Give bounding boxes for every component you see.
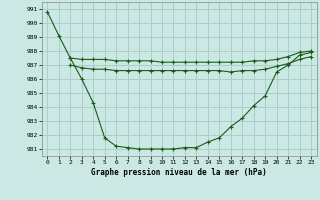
X-axis label: Graphe pression niveau de la mer (hPa): Graphe pression niveau de la mer (hPa) [91, 168, 267, 177]
